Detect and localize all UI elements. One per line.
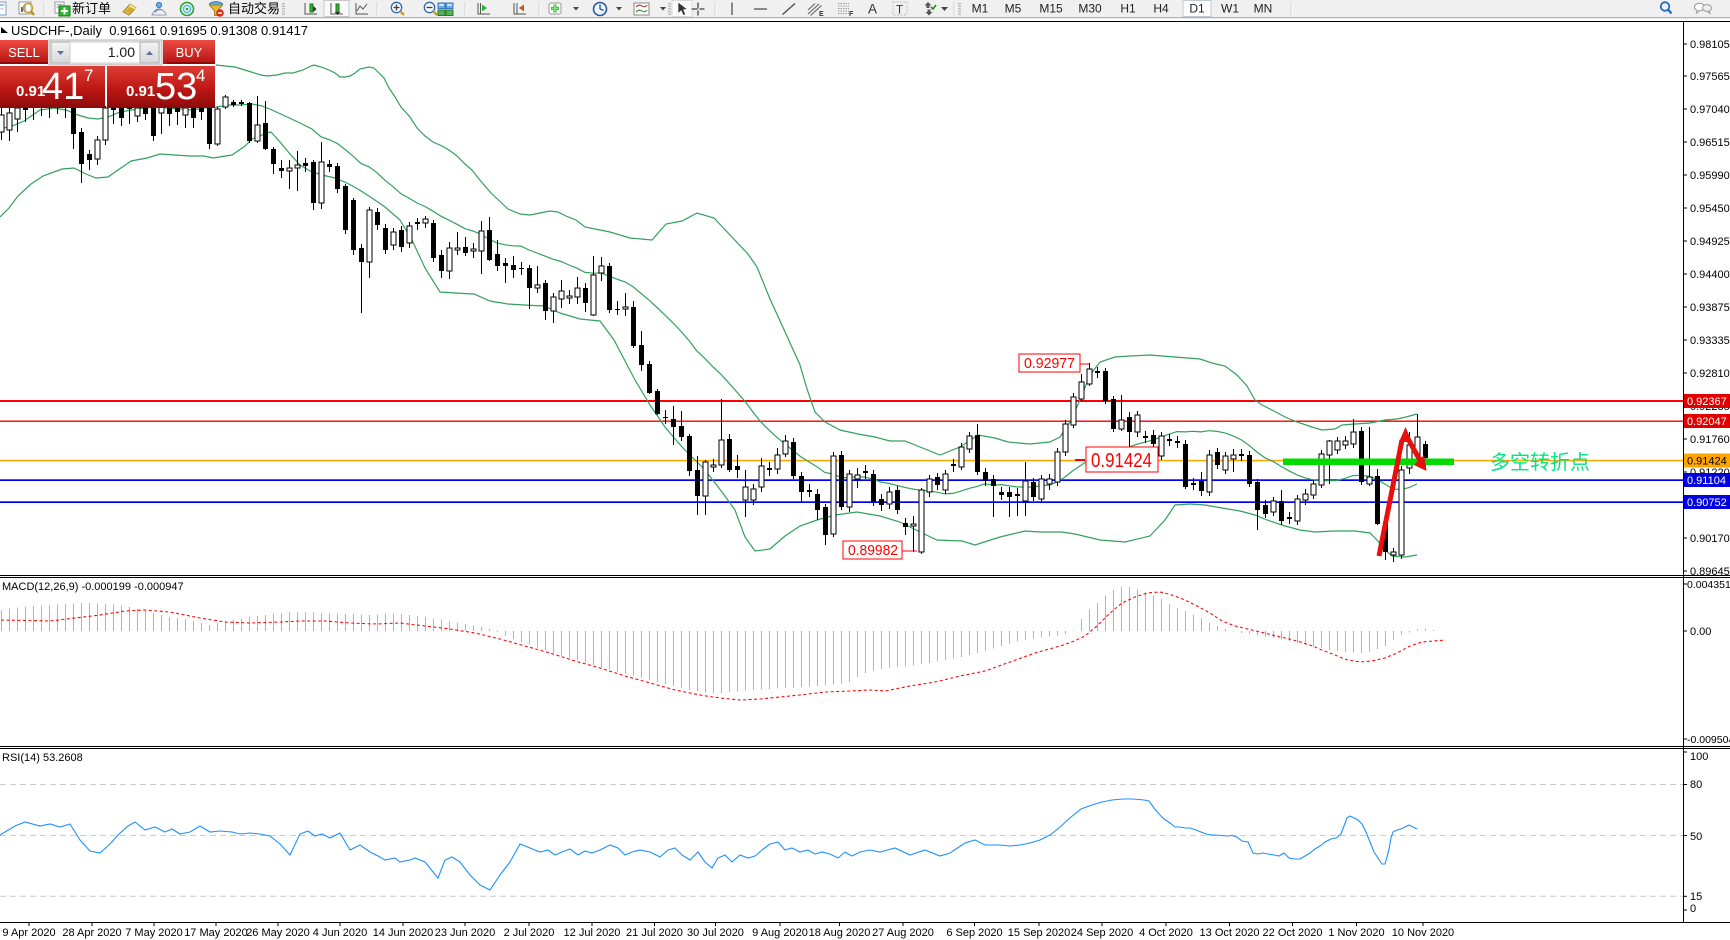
svg-text:9 Aug 2020: 9 Aug 2020 xyxy=(752,927,808,939)
svg-text:4: 4 xyxy=(196,66,205,85)
svg-text:0.95990: 0.95990 xyxy=(1690,170,1730,182)
svg-text:80: 80 xyxy=(1690,779,1702,791)
svg-text:26 May 2020: 26 May 2020 xyxy=(246,927,310,939)
svg-text:0.90170: 0.90170 xyxy=(1690,533,1730,545)
svg-text:15 Sep 2020: 15 Sep 2020 xyxy=(1008,927,1070,939)
svg-text:0.91424: 0.91424 xyxy=(1091,450,1152,472)
svg-text:0.93335: 0.93335 xyxy=(1690,335,1730,347)
svg-text:0.004351: 0.004351 xyxy=(1687,579,1730,591)
svg-text:BUY: BUY xyxy=(176,45,203,60)
svg-text:0.91: 0.91 xyxy=(126,83,155,100)
svg-text:M1: M1 xyxy=(972,2,989,16)
svg-text:0.92810: 0.92810 xyxy=(1690,368,1730,380)
svg-text:0.97565: 0.97565 xyxy=(1690,71,1730,83)
svg-text:4 Jun 2020: 4 Jun 2020 xyxy=(313,927,367,939)
svg-text:41: 41 xyxy=(42,66,84,108)
svg-text:0.91104: 0.91104 xyxy=(1687,475,1726,487)
svg-text:0.97040: 0.97040 xyxy=(1690,104,1730,116)
svg-text:0.89982: 0.89982 xyxy=(848,542,898,559)
svg-text:0.00: 0.00 xyxy=(1690,626,1711,638)
svg-text:10 Nov 2020: 10 Nov 2020 xyxy=(1392,927,1454,939)
svg-text:1 Nov 2020: 1 Nov 2020 xyxy=(1328,927,1384,939)
svg-text:SELL: SELL xyxy=(8,45,40,60)
svg-text:W1: W1 xyxy=(1221,2,1239,16)
svg-text:30 Jul 2020: 30 Jul 2020 xyxy=(687,927,744,939)
svg-text:H4: H4 xyxy=(1153,2,1169,16)
svg-text:17 May 2020: 17 May 2020 xyxy=(184,927,248,939)
svg-text:0.92367: 0.92367 xyxy=(1687,396,1727,408)
svg-text:D1: D1 xyxy=(1189,2,1205,16)
svg-text:0.98105: 0.98105 xyxy=(1690,39,1730,51)
svg-text:1.00: 1.00 xyxy=(108,44,135,60)
svg-text:自动交易: 自动交易 xyxy=(228,1,280,16)
svg-text:0.90752: 0.90752 xyxy=(1687,497,1727,509)
svg-text:7: 7 xyxy=(84,66,93,85)
svg-text:M30: M30 xyxy=(1078,2,1102,16)
svg-text:28 Apr 2020: 28 Apr 2020 xyxy=(62,927,121,939)
svg-text:0.91760: 0.91760 xyxy=(1690,434,1730,446)
svg-text:0.91: 0.91 xyxy=(16,83,45,100)
svg-text:0.94400: 0.94400 xyxy=(1690,269,1730,281)
svg-text:100: 100 xyxy=(1690,751,1708,763)
svg-text:13 Oct 2020: 13 Oct 2020 xyxy=(1200,927,1260,939)
svg-text:T: T xyxy=(896,5,903,17)
svg-text:21 Jul 2020: 21 Jul 2020 xyxy=(626,927,683,939)
svg-text:0.95450: 0.95450 xyxy=(1690,203,1730,215)
svg-text:A: A xyxy=(868,2,877,17)
svg-text:0.91424: 0.91424 xyxy=(1687,456,1727,468)
svg-text:-0.009504: -0.009504 xyxy=(1687,734,1730,746)
svg-text:F: F xyxy=(849,11,854,18)
svg-text:0.92047: 0.92047 xyxy=(1687,416,1727,428)
svg-text:0.89645: 0.89645 xyxy=(1690,566,1730,578)
svg-text:E: E xyxy=(819,11,824,18)
svg-text:18 Aug 2020: 18 Aug 2020 xyxy=(809,927,871,939)
svg-text:0.96515: 0.96515 xyxy=(1690,137,1730,149)
svg-text:多空转折点: 多空转折点 xyxy=(1490,451,1590,474)
svg-text:12 Jul 2020: 12 Jul 2020 xyxy=(564,927,621,939)
svg-text:14 Jun 2020: 14 Jun 2020 xyxy=(373,927,434,939)
svg-text:RSI(14) 53.2608: RSI(14) 53.2608 xyxy=(2,752,83,764)
svg-text:M5: M5 xyxy=(1005,2,1022,16)
svg-text:MN: MN xyxy=(1254,2,1273,16)
svg-text:0.92977: 0.92977 xyxy=(1024,355,1075,372)
svg-text:6 Sep 2020: 6 Sep 2020 xyxy=(946,927,1002,939)
svg-text:新订单: 新订单 xyxy=(72,1,111,16)
svg-text:0.94925: 0.94925 xyxy=(1690,236,1730,248)
svg-text:M15: M15 xyxy=(1039,2,1063,16)
svg-text:27 Aug 2020: 27 Aug 2020 xyxy=(872,927,934,939)
svg-text:15: 15 xyxy=(1690,891,1702,903)
svg-text:9 Apr 2020: 9 Apr 2020 xyxy=(2,927,55,939)
svg-text:H1: H1 xyxy=(1120,2,1136,16)
svg-text:24 Sep 2020: 24 Sep 2020 xyxy=(1071,927,1133,939)
svg-text:USDCHF-,Daily 0.91661 0.91695: USDCHF-,Daily 0.91661 0.91695 0.91308 0.… xyxy=(11,23,308,38)
svg-text:MACD(12,26,9) -0.000199 -0.000: MACD(12,26,9) -0.000199 -0.000947 xyxy=(2,581,184,593)
svg-text:7 May 2020: 7 May 2020 xyxy=(125,927,182,939)
svg-text:22 Oct 2020: 22 Oct 2020 xyxy=(1263,927,1323,939)
svg-text:53: 53 xyxy=(155,66,197,108)
svg-text:0: 0 xyxy=(1690,903,1696,915)
svg-text:0.93875: 0.93875 xyxy=(1690,302,1730,314)
svg-text:4 Oct 2020: 4 Oct 2020 xyxy=(1139,927,1193,939)
svg-text:50: 50 xyxy=(1690,831,1702,843)
svg-text:2 Jul 2020: 2 Jul 2020 xyxy=(504,927,555,939)
svg-text:23 Jun 2020: 23 Jun 2020 xyxy=(435,927,496,939)
